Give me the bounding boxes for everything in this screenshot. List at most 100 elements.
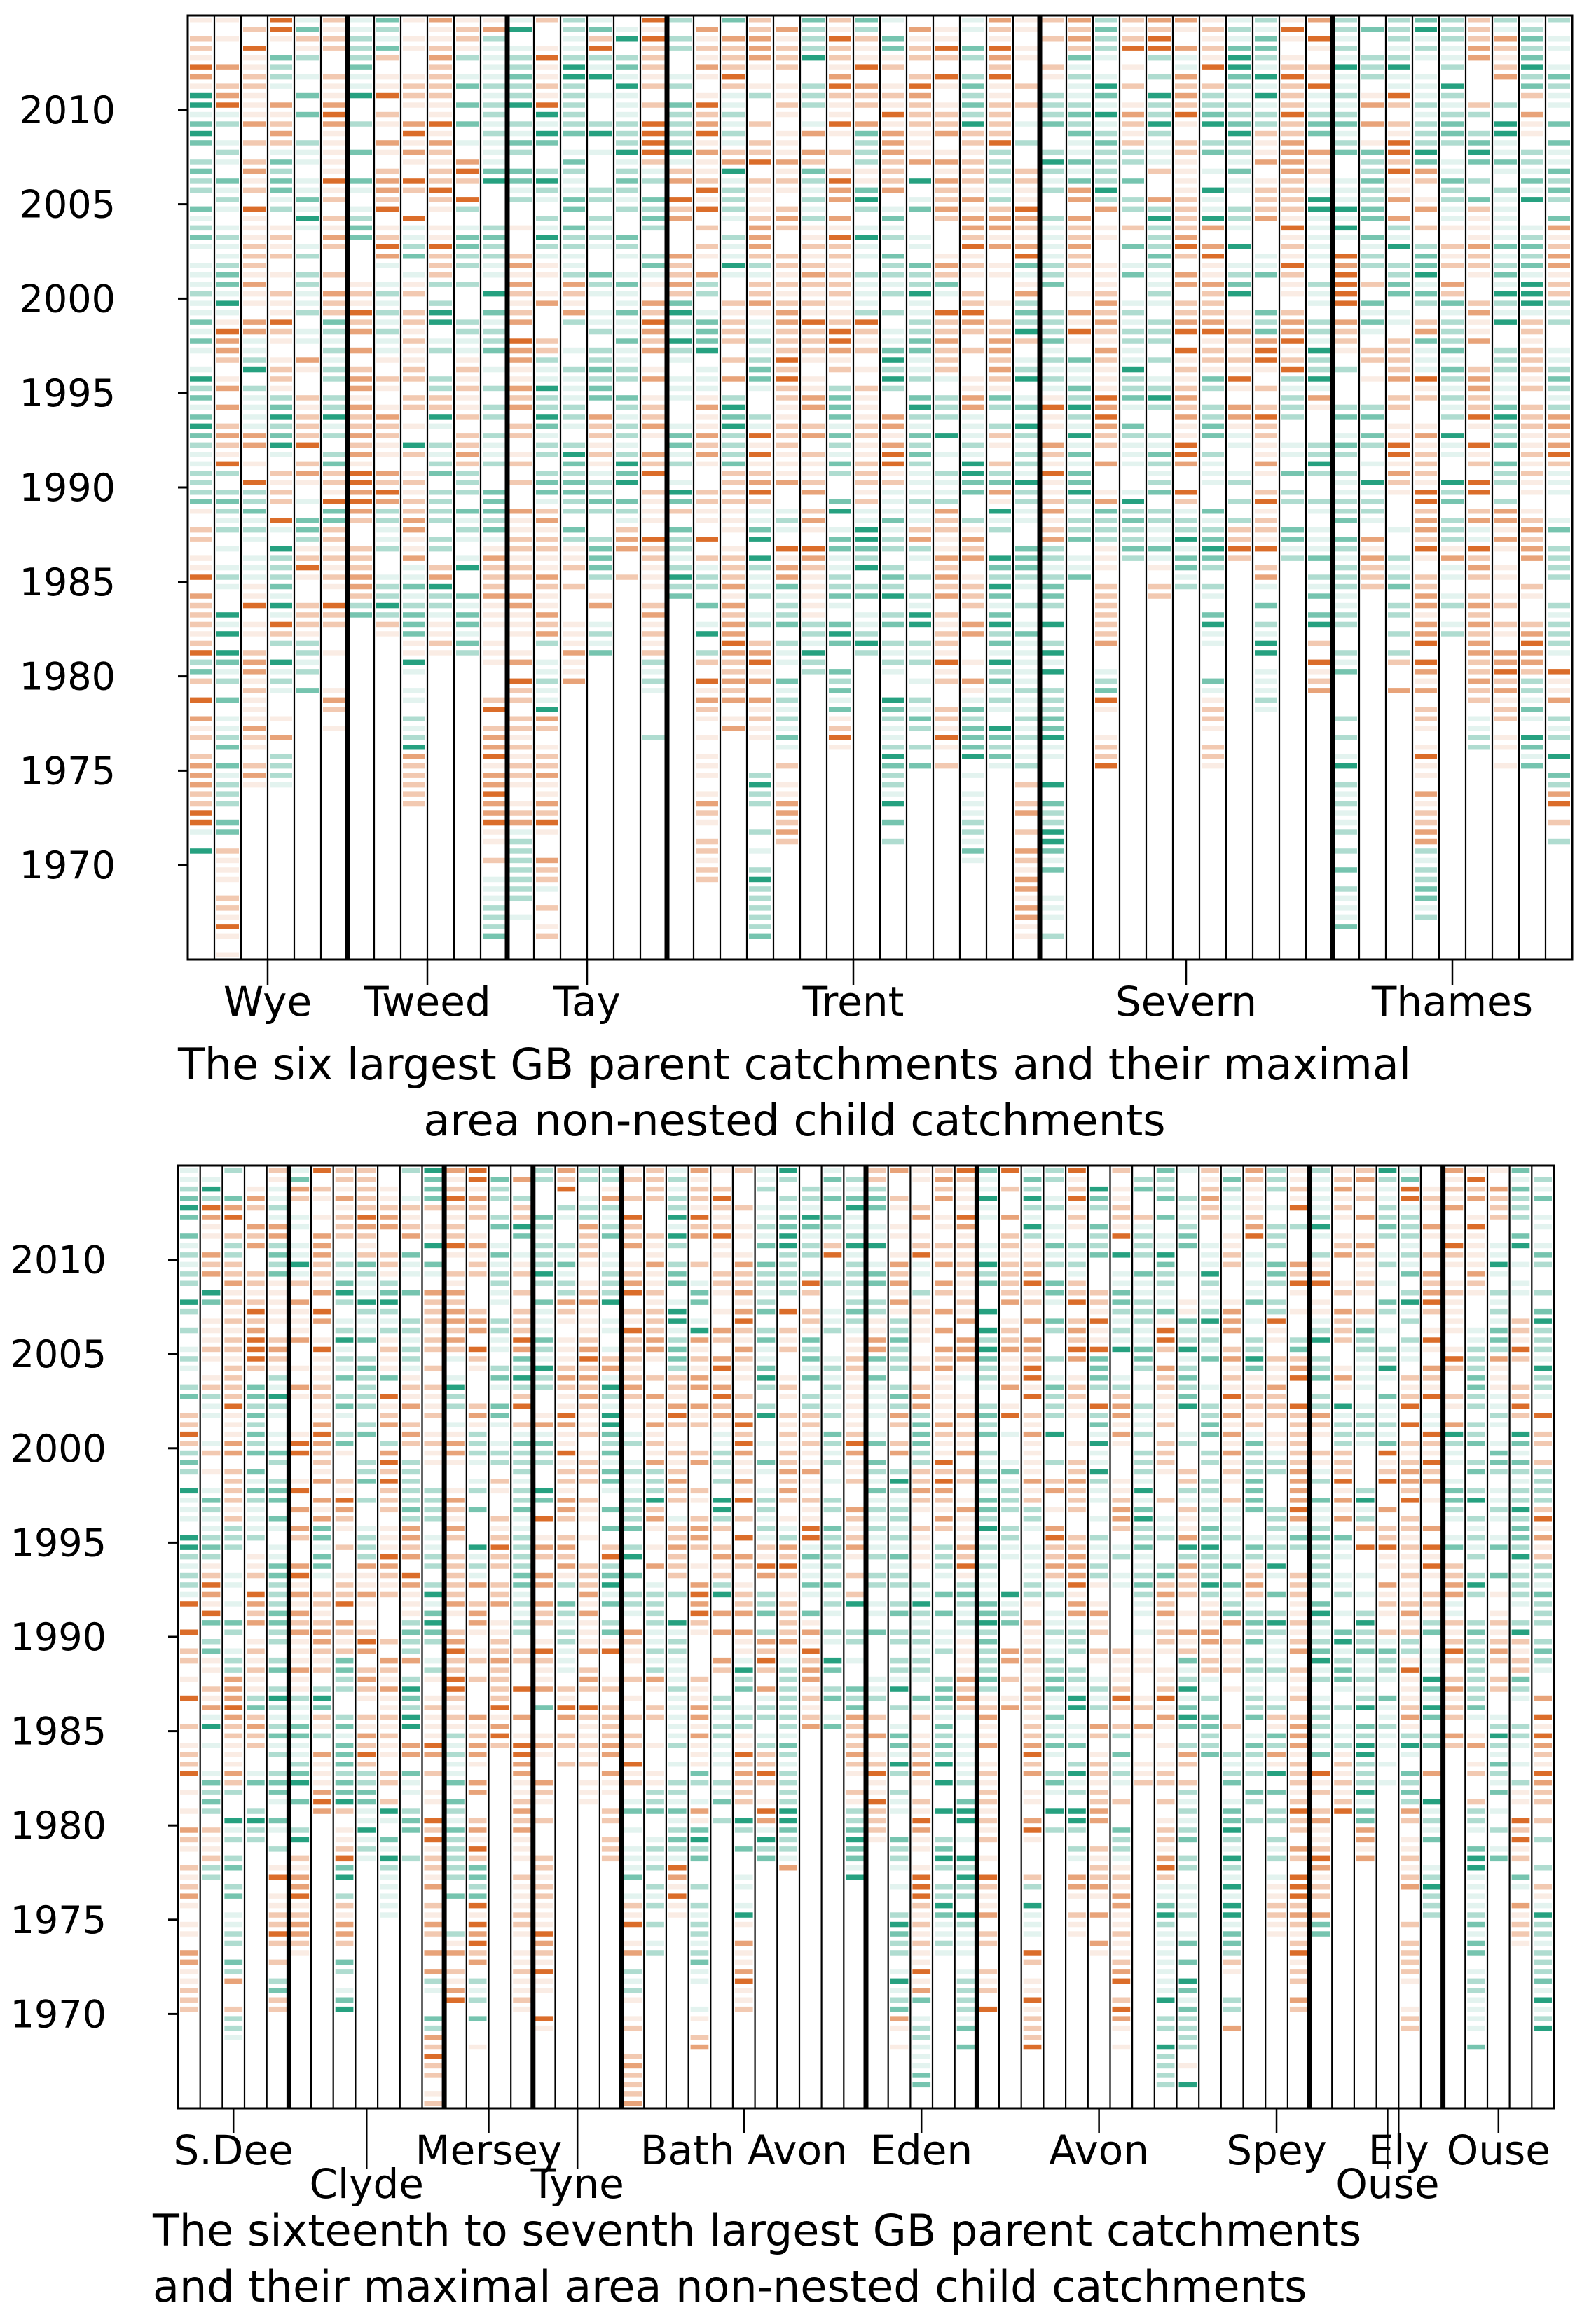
- stripe-cell: [483, 46, 505, 51]
- stripe-cell: [1494, 631, 1517, 637]
- stripe-cell: [513, 2006, 531, 2012]
- stripe-cell: [1521, 423, 1543, 429]
- stripe-cell: [1095, 583, 1117, 590]
- stripe-cell: [268, 1233, 287, 1239]
- stripe-cell: [446, 1724, 465, 1729]
- stripe-cell: [509, 347, 532, 354]
- stripe-cell: [1521, 697, 1543, 703]
- stripe-cell: [1202, 272, 1224, 278]
- stripe-cell: [776, 111, 798, 118]
- stripe-cell: [1148, 149, 1171, 155]
- stripe-cell: [376, 74, 399, 80]
- stripe-cell: [335, 1205, 354, 1211]
- stripe-cell: [989, 55, 1011, 61]
- stripe-cell: [291, 1591, 310, 1598]
- stripe-cell: [202, 1261, 221, 1268]
- stripe-cell: [376, 83, 399, 89]
- stripe-cell: [1042, 735, 1064, 740]
- stripe-cell: [1361, 414, 1384, 420]
- stripe-cell: [829, 187, 851, 193]
- stripe-cell: [696, 244, 718, 249]
- stripe-cell: [668, 1667, 687, 1673]
- stripe-cell: [962, 404, 984, 410]
- stripe-cell: [1281, 527, 1304, 533]
- stripe-cell: [202, 1469, 221, 1475]
- stripe-cell: [1175, 319, 1197, 325]
- stripe-cell: [190, 659, 212, 665]
- stripe-cell: [1415, 442, 1437, 448]
- stripe-cell: [909, 272, 931, 278]
- stripe-cell: [855, 518, 878, 523]
- stripe-cell: [1042, 121, 1064, 127]
- stripe-cell: [446, 1799, 465, 1805]
- stripe-cell: [1255, 46, 1277, 51]
- stripe-cell: [962, 857, 984, 864]
- stripe-cell: [1335, 574, 1357, 580]
- stripe-cell: [1361, 102, 1384, 108]
- stripe-cell: [536, 801, 558, 807]
- stripe-cell: [1494, 480, 1517, 485]
- stripe-cell: [624, 1988, 642, 1993]
- stripe-cell: [722, 92, 745, 99]
- stripe-cell: [268, 1601, 287, 1607]
- stripe-cell: [490, 1705, 509, 1710]
- stripe-cell: [855, 319, 878, 325]
- stripe-cell: [247, 1224, 265, 1230]
- stripe-cell: [722, 509, 745, 514]
- stripe-cell: [935, 537, 958, 542]
- stripe-cell: [291, 1177, 310, 1182]
- stripe-cell: [1308, 300, 1330, 306]
- stripe-cell: [509, 678, 532, 684]
- stripe-cell: [446, 1808, 465, 1814]
- stripe-cell: [1228, 319, 1251, 325]
- stripe-cell: [722, 310, 745, 316]
- stripe-cell: [1175, 583, 1197, 590]
- stripe-cell: [243, 272, 266, 278]
- stripe-cell: [483, 735, 505, 740]
- stripe-cell: [989, 36, 1011, 42]
- stripe-cell: [909, 111, 931, 118]
- stripe-cell: [224, 1516, 243, 1522]
- stripe-cell: [243, 300, 266, 306]
- stripe-cell: [202, 1874, 221, 1880]
- stripe-cell: [624, 1846, 642, 1852]
- stripe-cell: [935, 254, 958, 259]
- stripe-cell: [696, 395, 718, 401]
- stripe-cell: [1468, 263, 1490, 268]
- stripe-cell: [829, 583, 851, 590]
- stripe-cell: [1095, 282, 1117, 287]
- stripe-cell: [690, 2006, 709, 2012]
- stripe-cell: [1388, 357, 1410, 363]
- stripe-cell: [483, 433, 505, 438]
- stripe-cell: [776, 404, 798, 410]
- stripe-cell: [601, 1271, 620, 1277]
- stripe-cell: [401, 1648, 420, 1654]
- stripe-cell: [180, 1601, 198, 1607]
- stripe-cell: [624, 1243, 642, 1249]
- stripe-cell: [243, 244, 266, 249]
- stripe-cell: [589, 650, 612, 656]
- stripe-cell: [468, 1620, 487, 1626]
- stripe-cell: [1494, 499, 1517, 504]
- stripe-cell: [616, 300, 638, 306]
- stripe-cell: [646, 1743, 664, 1748]
- stripe-cell: [722, 102, 745, 108]
- stripe-cell: [579, 1733, 598, 1739]
- stripe-cell: [483, 291, 505, 297]
- stripe-cell: [1494, 527, 1517, 533]
- stripe-cell: [829, 366, 851, 373]
- stripe-cell: [557, 1280, 576, 1286]
- stripe-cell: [403, 583, 425, 590]
- stripe-cell: [1548, 726, 1570, 731]
- stripe-cell: [1042, 602, 1064, 609]
- stripe-cell: [270, 272, 292, 278]
- stripe-cell: [180, 1422, 198, 1427]
- stripe-cell: [535, 1318, 553, 1324]
- stripe-cell: [224, 1601, 243, 1607]
- stripe-cell: [722, 583, 745, 590]
- stripe-cell: [690, 1884, 709, 1890]
- stripe-cell: [616, 187, 638, 193]
- stripe-cell: [696, 187, 718, 193]
- stripe-cell: [190, 18, 212, 23]
- stripe-cell: [624, 1271, 642, 1277]
